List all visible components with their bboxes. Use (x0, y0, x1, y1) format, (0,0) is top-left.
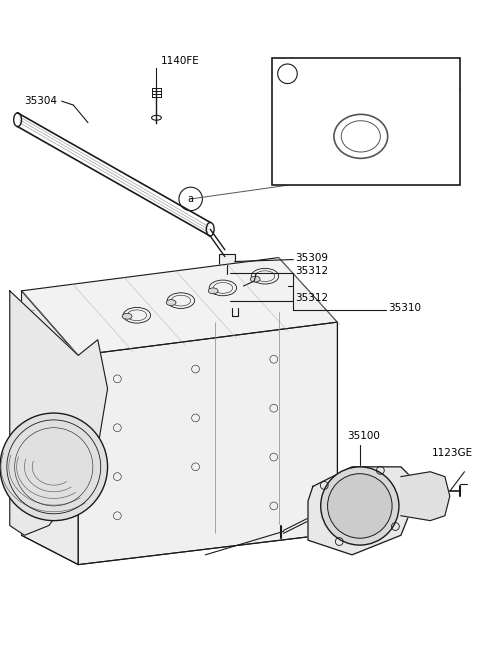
Ellipse shape (208, 288, 218, 294)
Polygon shape (22, 258, 337, 356)
Circle shape (0, 413, 108, 521)
Text: 35312: 35312 (295, 266, 328, 276)
Circle shape (327, 474, 392, 538)
Text: 31337F: 31337F (303, 68, 347, 80)
Text: a: a (188, 194, 193, 204)
Polygon shape (22, 291, 78, 565)
Text: 35310: 35310 (388, 304, 421, 314)
Ellipse shape (166, 300, 176, 306)
Bar (272, 58, 459, 185)
Polygon shape (308, 467, 420, 555)
FancyBboxPatch shape (228, 278, 241, 298)
FancyBboxPatch shape (224, 272, 245, 310)
Bar (219, 254, 235, 266)
Polygon shape (401, 472, 450, 521)
Text: 35304: 35304 (24, 96, 58, 106)
Text: 1123GE: 1123GE (432, 448, 473, 458)
Polygon shape (78, 322, 337, 565)
Text: 35312: 35312 (295, 293, 328, 302)
Polygon shape (10, 291, 108, 535)
Ellipse shape (250, 276, 260, 282)
Text: 35100: 35100 (347, 432, 380, 441)
Circle shape (321, 467, 399, 545)
Text: 35309: 35309 (295, 253, 328, 262)
Text: 1140FE: 1140FE (160, 56, 199, 66)
Text: a: a (285, 70, 290, 78)
Ellipse shape (122, 314, 132, 319)
